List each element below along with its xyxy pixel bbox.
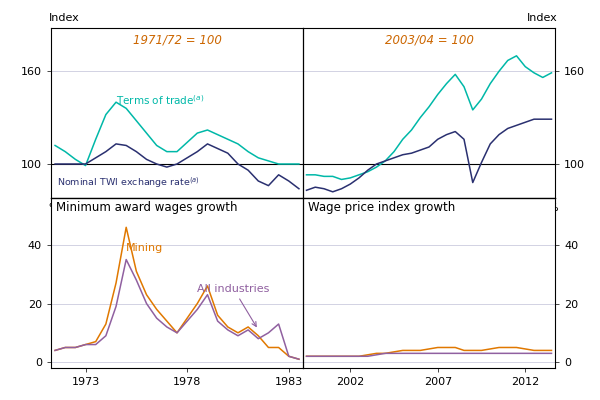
Text: %: % — [547, 203, 557, 213]
Text: Nominal TWI exchange rate$^{(a)}$: Nominal TWI exchange rate$^{(a)}$ — [57, 175, 200, 190]
Text: All industries: All industries — [197, 284, 269, 326]
Text: Index: Index — [527, 13, 557, 23]
Text: %: % — [49, 203, 59, 213]
Text: Terms of trade$^{(a)}$: Terms of trade$^{(a)}$ — [116, 94, 205, 107]
Text: Wage price index growth: Wage price index growth — [308, 202, 455, 214]
Text: 2003/04 = 100: 2003/04 = 100 — [385, 33, 473, 46]
Text: 1971/72 = 100: 1971/72 = 100 — [133, 33, 221, 46]
Text: Index: Index — [49, 13, 79, 23]
Text: Minimum award wages growth: Minimum award wages growth — [56, 202, 238, 214]
Text: Mining: Mining — [126, 243, 163, 253]
